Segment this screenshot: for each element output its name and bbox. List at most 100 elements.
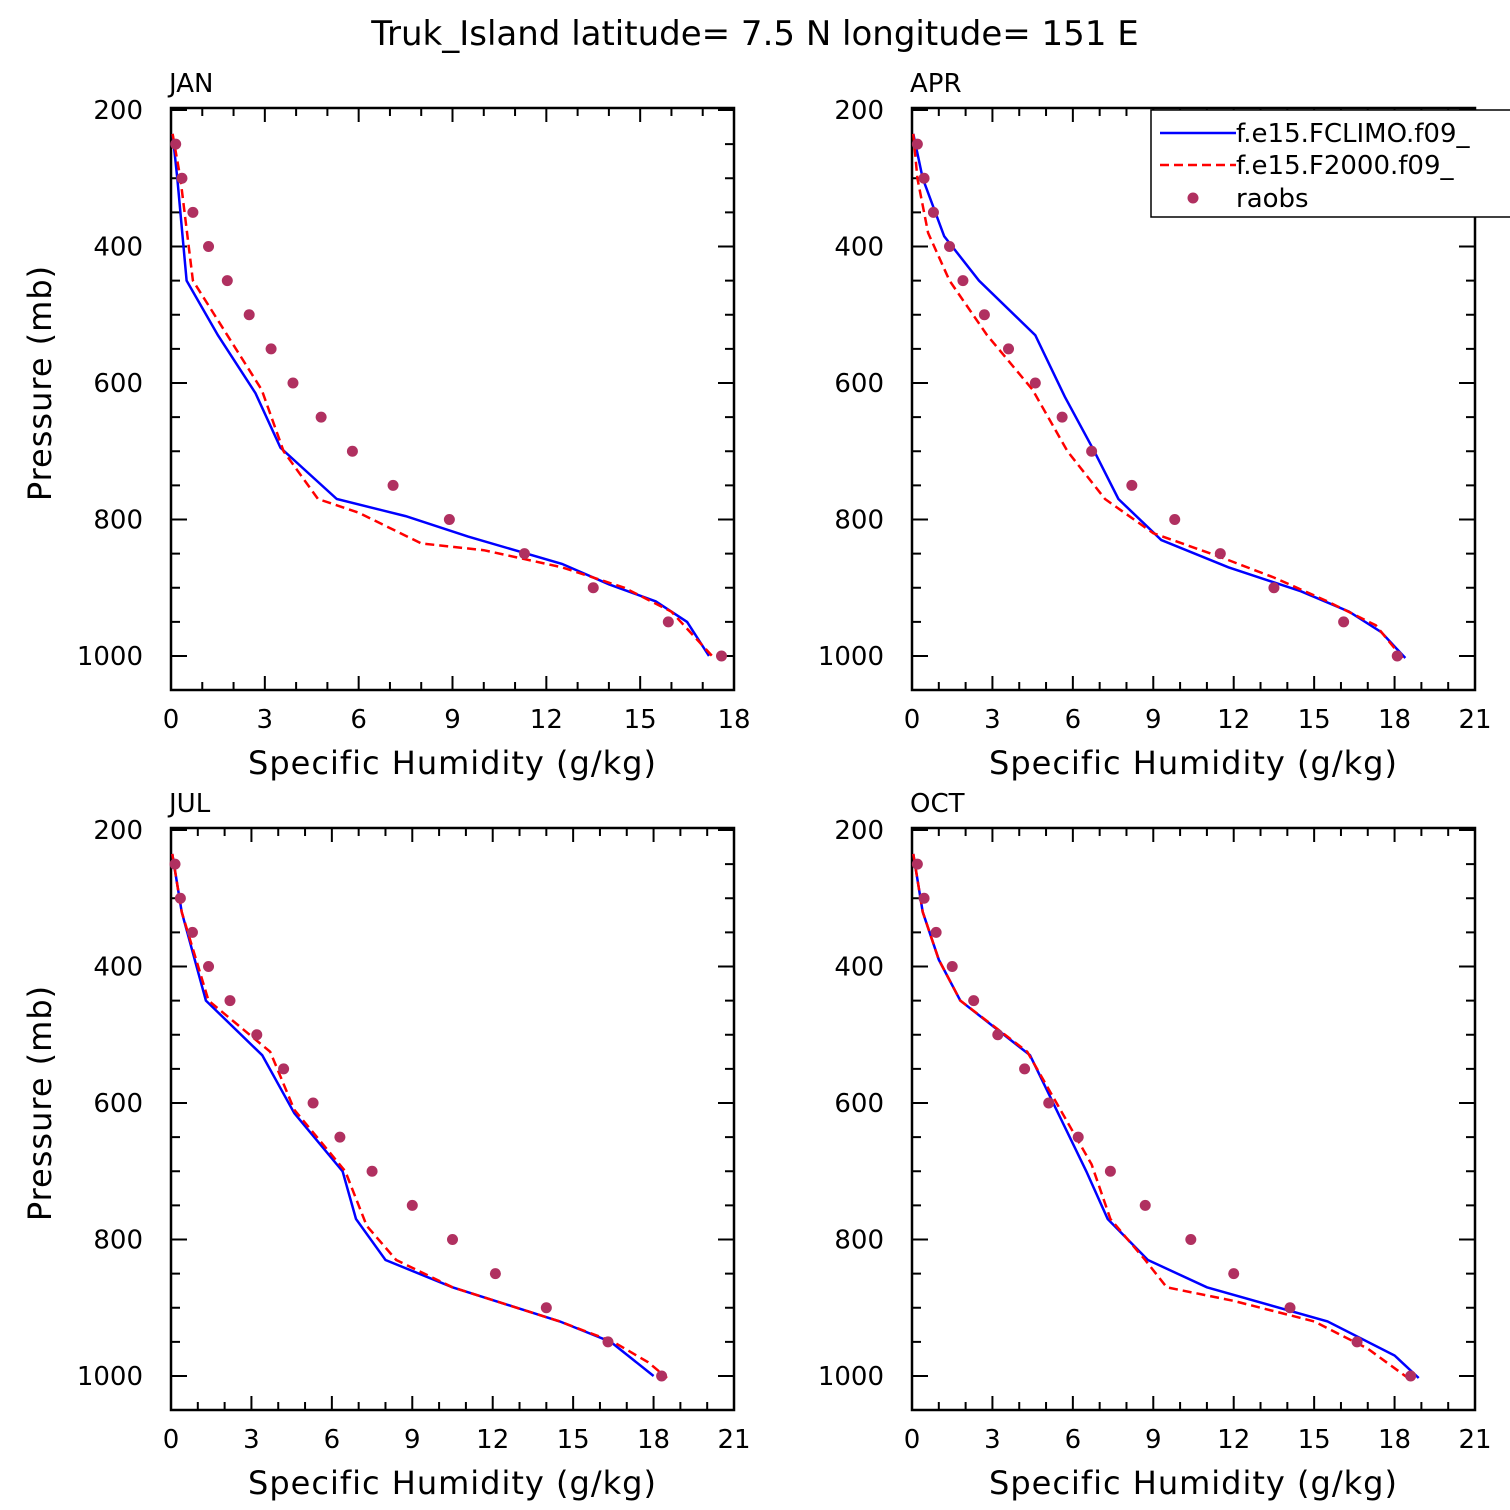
raobs-point <box>911 858 923 870</box>
x-tick-label: 21 <box>1458 705 1491 735</box>
raobs-point <box>176 172 188 184</box>
raobs-point <box>334 1131 346 1143</box>
raobs-point <box>1214 548 1226 560</box>
panel-jul: 0 3 6 9 12 15 18 21 200 400 600 800 1000 JUL Specific … <box>21 789 751 1502</box>
y-tick-label: 400 <box>93 233 143 263</box>
y-tick-label: 200 <box>93 816 143 846</box>
raobs-point <box>1056 411 1068 423</box>
y-tick-label: 800 <box>834 1226 884 1256</box>
y-tick-label: 1000 <box>77 1362 143 1392</box>
y-tick-label: 400 <box>834 233 884 263</box>
raobs-point <box>170 138 182 150</box>
raobs-point <box>1169 514 1181 525</box>
raobs-point <box>930 926 942 938</box>
raobs-point <box>1104 1165 1116 1177</box>
raobs-point <box>346 445 358 457</box>
legend-box <box>1150 109 1510 218</box>
raobs-point <box>978 309 990 321</box>
legend: f.e15.FCLIMO.f09_f.e15.F2000.f09_raobs <box>1150 109 1510 218</box>
y-tick-label: 400 <box>834 953 884 983</box>
x-axis-label: Specific Humidity (g/kg) <box>989 744 1398 782</box>
series-fclimo-line <box>171 853 655 1377</box>
x-tick-label: 15 <box>1298 1425 1331 1455</box>
x-tick-label: 0 <box>904 1425 921 1455</box>
x-tick-label: 18 <box>717 705 750 735</box>
y-tick-label: 400 <box>93 953 143 983</box>
y-tick-label: 800 <box>834 506 884 536</box>
plot-frame <box>169 826 736 1412</box>
x-tick-label: 0 <box>163 705 180 735</box>
raobs-point <box>518 548 530 560</box>
x-tick-label: 6 <box>350 705 367 735</box>
raobs-point <box>1139 1199 1151 1211</box>
raobs-point <box>447 1234 458 1245</box>
y-tick-label: 600 <box>93 369 143 399</box>
raobs-point <box>243 309 255 321</box>
x-tick-label: 0 <box>904 705 921 735</box>
raobs-point <box>1405 1370 1417 1382</box>
y-axis-label: Pressure (mb) <box>21 985 59 1221</box>
x-tick-label: 12 <box>530 705 563 735</box>
x-tick-label: 9 <box>1145 705 1162 735</box>
raobs-point <box>927 206 939 218</box>
raobs-point <box>406 1199 418 1211</box>
raobs-point <box>265 343 277 355</box>
x-tick-label: 9 <box>444 705 461 735</box>
legend-label: f.e15.FCLIMO.f09_ <box>1236 119 1470 149</box>
x-tick-label: 3 <box>257 705 274 735</box>
y-tick-label: 200 <box>93 96 143 126</box>
raobs-point <box>602 1336 614 1348</box>
raobs-point <box>1228 1268 1240 1280</box>
x-tick-label: 3 <box>984 1425 1001 1455</box>
raobs-point <box>1029 377 1041 389</box>
y-tick-label: 800 <box>93 1226 143 1256</box>
x-axis-label: Specific Humidity (g/kg) <box>989 1464 1398 1502</box>
raobs-point <box>187 206 199 218</box>
raobs-point <box>251 1029 263 1041</box>
raobs-point <box>169 858 181 870</box>
x-tick-label: 21 <box>717 1425 750 1455</box>
raobs-point <box>1126 479 1138 491</box>
y-axis-label: Pressure (mb) <box>21 265 59 501</box>
raobs-point <box>1338 616 1350 628</box>
panel-title: APR <box>910 69 962 99</box>
raobs-point <box>957 275 969 287</box>
raobs-point <box>387 479 399 491</box>
y-tick-label: 200 <box>834 816 884 846</box>
raobs-point <box>221 275 233 287</box>
figure-title: Truk_Island latitude= 7.5 N longitude= 1… <box>370 14 1139 54</box>
raobs-point <box>1086 445 1098 457</box>
raobs-point <box>287 377 299 389</box>
x-tick-label: 3 <box>984 705 1001 735</box>
x-tick-label: 21 <box>1458 1425 1491 1455</box>
raobs-point <box>489 1268 501 1280</box>
series-raobs <box>169 858 668 1382</box>
y-tick-label: 1000 <box>818 1362 884 1392</box>
raobs-point <box>715 650 727 662</box>
raobs-point <box>1019 1063 1031 1075</box>
series-f2000-line <box>171 133 714 657</box>
raobs-point <box>203 961 215 972</box>
raobs-point <box>656 1370 668 1382</box>
raobs-point <box>443 514 455 525</box>
x-tick-label: 9 <box>404 1425 421 1455</box>
legend-label: raobs <box>1236 184 1309 214</box>
panel-jan: 0 3 6 9 12 15 18 200 400 600 800 1000 JAN Specific Hu… <box>21 69 751 782</box>
series-fclimo-line <box>171 133 711 657</box>
raobs-point <box>918 172 930 184</box>
series-f2000-line <box>171 853 668 1379</box>
series-f2000-line <box>912 853 1409 1380</box>
x-tick-label: 3 <box>243 1425 260 1455</box>
y-tick-label: 600 <box>93 1089 143 1119</box>
y-tick-label: 1000 <box>77 642 143 672</box>
raobs-point <box>307 1097 319 1109</box>
y-tick-label: 600 <box>834 1089 884 1119</box>
y-tick-label: 1000 <box>818 642 884 672</box>
legend-swatch-raobs <box>1187 192 1199 204</box>
x-tick-label: 0 <box>163 1425 180 1455</box>
x-tick-label: 9 <box>1145 1425 1162 1455</box>
x-tick-label: 15 <box>624 705 657 735</box>
x-tick-label: 18 <box>1378 1425 1411 1455</box>
raobs-point <box>1185 1234 1197 1245</box>
